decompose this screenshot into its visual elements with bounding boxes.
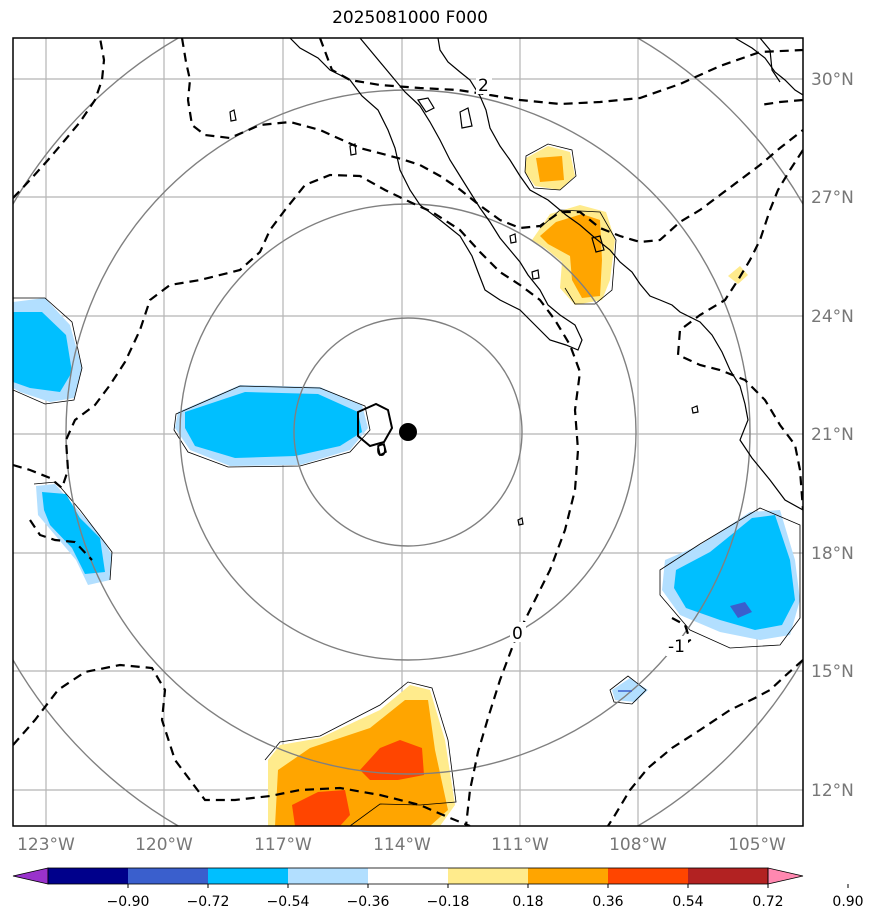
colorbar-extend-low: [12, 867, 49, 885]
positive-anomaly-shading: [268, 146, 748, 826]
storm-center-marker: [399, 423, 417, 441]
colorbar: −0.90 −0.72 −0.54 −0.36 −0.18 0.18 0.36 0.54 0.7…: [12, 867, 864, 910]
contour-labels: 2 0 -1 0: [376, 74, 688, 657]
lon-label: 105°W: [728, 835, 786, 855]
lon-label: 123°W: [17, 835, 75, 855]
lat-label: 21°N: [811, 425, 854, 445]
colorbar-extend-high: [767, 867, 804, 885]
colorbar-segment: [528, 868, 609, 884]
colorbar-segment: [128, 868, 209, 884]
map-title: 2025081000 F000: [332, 8, 488, 28]
solid-contour: [357, 402, 394, 448]
colorbar-segment: [608, 868, 689, 884]
contour-label-0-center: 0: [376, 441, 387, 461]
lat-label: 12°N: [811, 781, 854, 801]
dashed-contours: [13, 38, 803, 826]
colorbar-tick-label: −0.72: [187, 894, 230, 910]
colorbar-border: [47, 867, 769, 885]
map-frame: [12, 37, 804, 827]
lon-label: 108°W: [609, 835, 667, 855]
negative-anomaly-shading: [13, 298, 800, 702]
colorbar-segment: [448, 868, 529, 884]
lon-label: 120°W: [135, 835, 193, 855]
colorbar-tick-label: −0.18: [427, 894, 470, 910]
colorbar-segment: [48, 868, 129, 884]
colorbar-segment: [288, 868, 369, 884]
contour-label-0: 0: [512, 624, 523, 644]
colorbar-tick-label: −0.90: [107, 894, 150, 910]
shading-outlines: [13, 143, 801, 826]
range-rings: [13, 38, 803, 826]
colorbar-tick-label: 0.36: [592, 894, 623, 910]
colorbar-segment: [688, 868, 769, 884]
colorbar-segment: [368, 868, 449, 884]
colorbar-tick-label: 0.18: [512, 894, 543, 910]
lat-label: 27°N: [811, 188, 854, 208]
colorbar-tick-label: 0.90: [832, 894, 863, 910]
lat-label: 18°N: [811, 544, 854, 564]
lat-label: 24°N: [811, 307, 854, 327]
contour-label-minus1: -1: [668, 637, 685, 657]
colorbar-segment: [208, 868, 289, 884]
longitude-labels: 123°W 120°W 117°W 114°W 111°W 108°W 105°…: [17, 835, 786, 855]
lon-label: 114°W: [373, 835, 431, 855]
gridlines: [13, 38, 803, 826]
colorbar-tick-label: 0.54: [672, 894, 703, 910]
lat-label: 15°N: [811, 662, 854, 682]
colorbar-tick-label: −0.54: [267, 894, 310, 910]
lon-label: 117°W: [254, 835, 312, 855]
coastlines: [229, 38, 803, 526]
lon-label: 111°W: [491, 835, 549, 855]
latitude-labels: 30°N 27°N 24°N 21°N 18°N 15°N 12°N: [811, 70, 854, 801]
colorbar-tick-label: 0.72: [752, 894, 783, 910]
contour-label-2: 2: [478, 76, 489, 96]
lat-label: 30°N: [811, 70, 854, 90]
colorbar-tick-label: −0.36: [347, 894, 390, 910]
